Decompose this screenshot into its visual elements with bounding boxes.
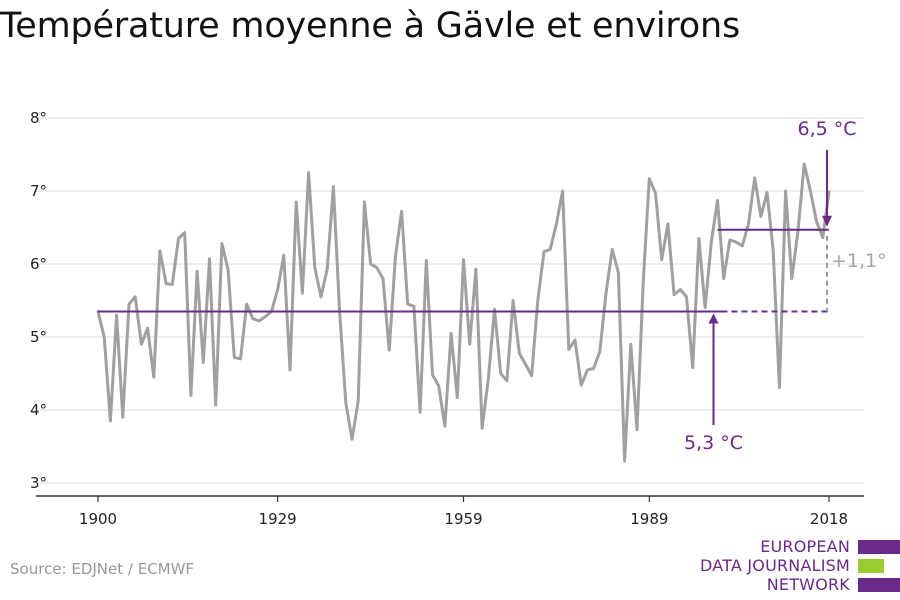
x-tick-label: 1989 (630, 510, 668, 528)
x-tick-label: 1959 (444, 510, 482, 528)
axes: 3° 4° 5° 6° 7° 8° 1900 1929 1959 1989 2018 (30, 109, 864, 528)
gridlines (36, 117, 864, 484)
logo-line-2: DATA JOURNALISM (700, 556, 850, 575)
source-note: Source: EDJNet / ECMWF (10, 560, 195, 578)
y-tick-label: 4° (30, 401, 47, 419)
chart-title: Température moyenne à Gävle et environs (0, 6, 741, 46)
y-tick-label: 3° (30, 474, 47, 492)
y-tick-label: 7° (30, 182, 47, 200)
x-tick-label: 1929 (259, 510, 297, 528)
logo-bar-purple-bottom (858, 578, 900, 592)
y-tick-label: 5° (30, 328, 47, 346)
logo-line-1: EUROPEAN (760, 537, 850, 556)
recent-arrow-head (822, 215, 832, 227)
x-tick-label: 1900 (79, 510, 117, 528)
recent-label: 6,5 °C (797, 118, 856, 140)
edjnet-logo: EUROPEAN DATA JOURNALISM NETWORK (700, 538, 900, 596)
y-tick-label: 8° (30, 109, 47, 127)
x-tick-label: 2018 (810, 510, 848, 528)
logo-bar-green (858, 559, 884, 573)
series (96, 162, 831, 463)
logo-line-3: NETWORK (766, 575, 850, 594)
difference-label: +1,1° (831, 250, 887, 272)
y-tick-label: 6° (30, 255, 47, 273)
annotations: +1,1° 5,3 °C 6,5 °C (98, 118, 887, 454)
temperature-series-line (96, 162, 831, 463)
logo-bar-purple-top (858, 540, 900, 554)
baseline-label: 5,3 °C (684, 432, 743, 454)
baseline-arrow-head (708, 313, 719, 324)
